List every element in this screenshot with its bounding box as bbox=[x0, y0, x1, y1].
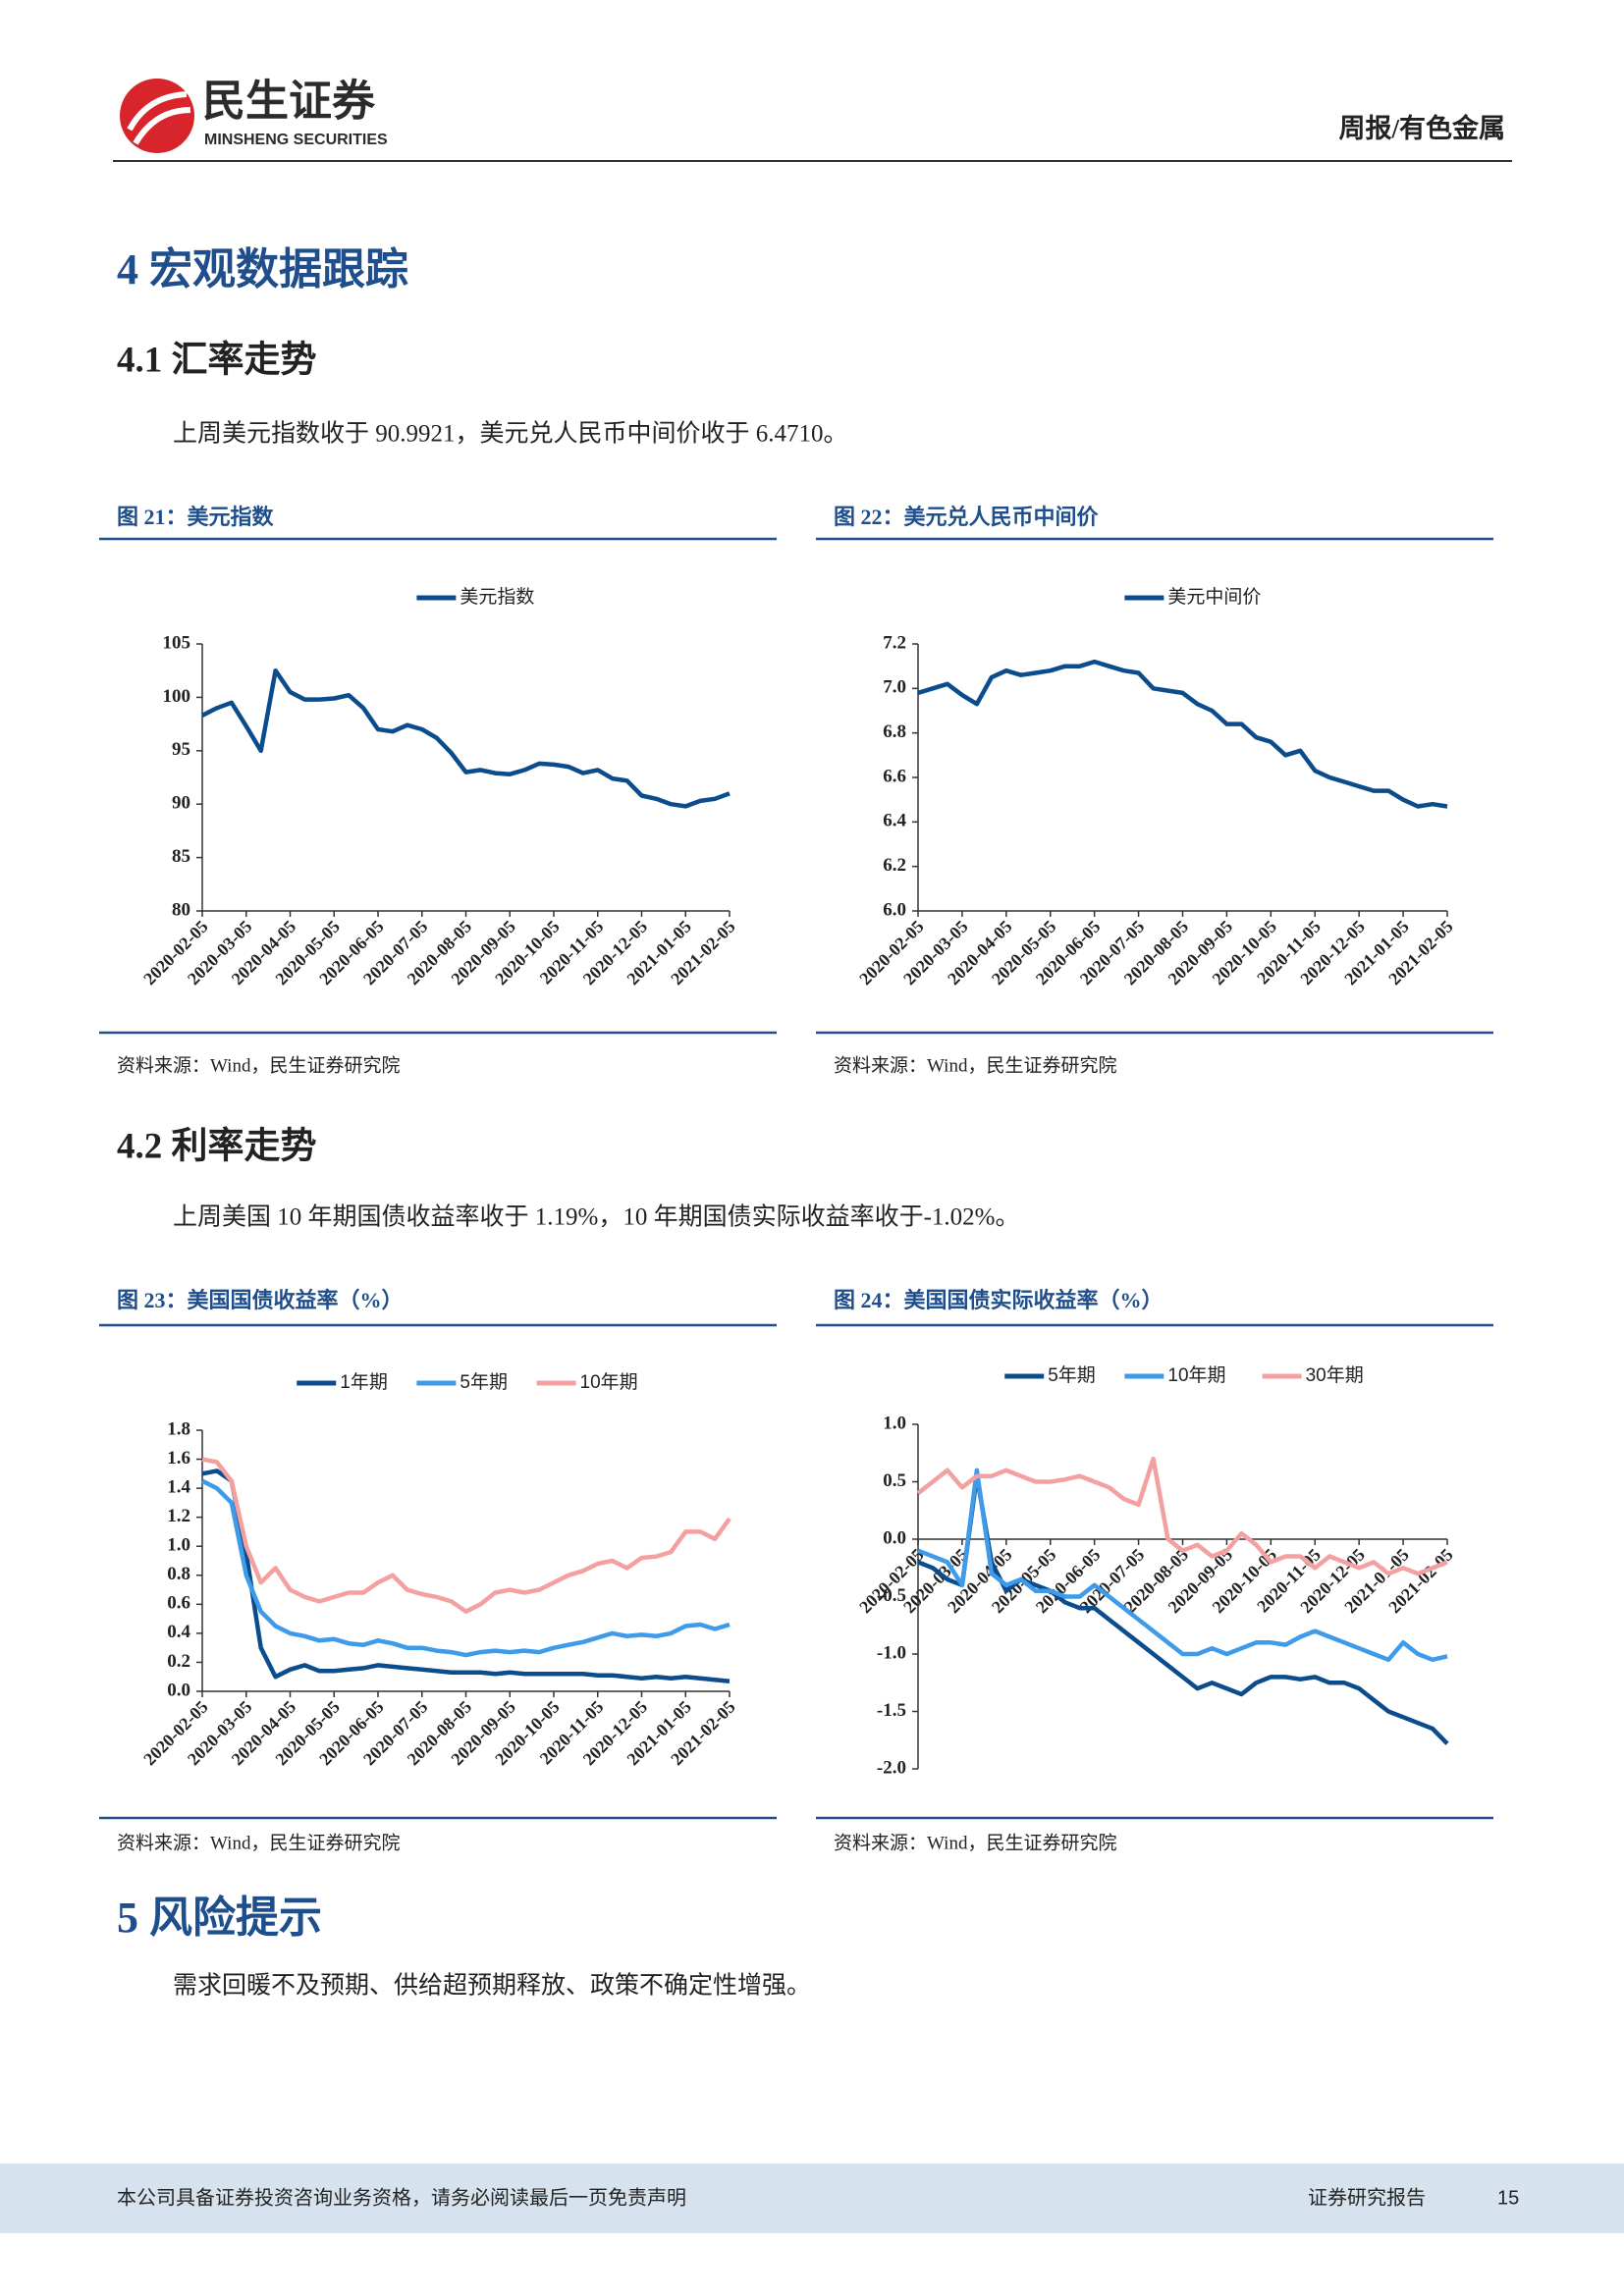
y-tick-label: 95 bbox=[172, 739, 190, 760]
y-tick-label: 1.8 bbox=[167, 1418, 190, 1439]
legend-label: 10年期 bbox=[1167, 1364, 1225, 1386]
legend-label: 5年期 bbox=[460, 1371, 508, 1393]
figure-source: 资料来源：Wind，民生证券研究院 bbox=[834, 1054, 1116, 1076]
y-tick-label: 7.0 bbox=[883, 677, 906, 698]
chart: 图 23：美国国债收益率（%） 资料来源：Wind，民生证券研究院 0.0 0.2 0.… bbox=[99, 1288, 777, 1853]
y-tick-label: 0.0 bbox=[167, 1680, 190, 1700]
paragraph: 上周美元指数收于 90.9921，美元兑人民币中间价收于 6.4710。 bbox=[173, 420, 848, 448]
paragraph: 上周美国 10 年期国债收益率收于 1.19%，10 年期国债实际收益率收于-1… bbox=[173, 1203, 1019, 1231]
logo-swoosh bbox=[133, 107, 191, 145]
logo-en: MINSHENG SECURITIES bbox=[204, 132, 388, 148]
figure-source: 资料来源：Wind，民生证券研究院 bbox=[117, 1832, 400, 1853]
footer-disclaimer: 本公司具备证券投资咨询业务资格，请务必阅读最后一页免责声明 bbox=[117, 2186, 686, 2209]
legend-label: 1年期 bbox=[340, 1371, 388, 1393]
y-tick-label: 1.2 bbox=[167, 1506, 190, 1526]
footer-band bbox=[0, 2163, 1624, 2233]
figure-title: 图 23：美国国债收益率（%） bbox=[117, 1288, 404, 1312]
y-tick-label: 0.6 bbox=[167, 1593, 190, 1614]
y-tick-label: 1.0 bbox=[883, 1413, 906, 1433]
logo-swoosh bbox=[127, 91, 188, 132]
legend-label: 5年期 bbox=[1048, 1364, 1096, 1386]
legend-label: 30年期 bbox=[1306, 1364, 1364, 1386]
paragraph: 需求回暖不及预期、供给超预期释放、政策不确定性增强。 bbox=[173, 1972, 811, 2000]
y-tick-label: 7.2 bbox=[883, 632, 906, 653]
y-tick-label: 6.2 bbox=[883, 855, 906, 876]
chart: 图 24：美国国债实际收益率（%） 资料来源：Wind，民生证券研究院 -2.0 -1… bbox=[816, 1288, 1493, 1853]
legend-label: 10年期 bbox=[580, 1371, 638, 1393]
y-tick-label: -1.5 bbox=[877, 1700, 906, 1721]
figure-source: 资料来源：Wind，民生证券研究院 bbox=[117, 1054, 400, 1076]
y-tick-label: 0.2 bbox=[167, 1651, 190, 1672]
y-tick-label: 80 bbox=[172, 899, 190, 920]
y-tick-label: -0.5 bbox=[877, 1585, 906, 1606]
series-line bbox=[916, 1456, 1448, 1576]
figure-source: 资料来源：Wind，民生证券研究院 bbox=[834, 1832, 1116, 1853]
y-tick-label: -1.0 bbox=[877, 1642, 906, 1663]
series-line bbox=[200, 1478, 731, 1658]
y-tick-label: 1.0 bbox=[167, 1535, 190, 1556]
series-line bbox=[917, 659, 1448, 809]
logo-mark bbox=[120, 79, 194, 153]
y-tick-label: 6.0 bbox=[883, 899, 906, 920]
legend-label: 美元中间价 bbox=[1167, 586, 1261, 608]
figure-title: 图 21：美元指数 bbox=[117, 505, 275, 529]
figure-title: 图 24：美国国债实际收益率（%） bbox=[834, 1288, 1164, 1312]
section-heading: 4 宏观数据跟踪 bbox=[117, 245, 408, 294]
logo-cn: 民生证券 bbox=[202, 78, 376, 126]
y-tick-label: 100 bbox=[163, 686, 191, 707]
y-tick-label: -2.0 bbox=[877, 1757, 906, 1778]
y-tick-label: 0.4 bbox=[167, 1622, 190, 1642]
y-tick-label: 6.4 bbox=[883, 811, 906, 831]
page-number: 15 bbox=[1497, 2187, 1519, 2209]
legend-label: 美元指数 bbox=[460, 586, 534, 608]
y-tick-label: 0.0 bbox=[883, 1527, 906, 1548]
y-tick-label: 105 bbox=[163, 632, 191, 653]
y-tick-label: 1.6 bbox=[167, 1448, 190, 1468]
series-line bbox=[917, 1473, 1449, 1745]
series-line bbox=[201, 1468, 731, 1683]
subsection-heading: 4.1 汇率走势 bbox=[117, 339, 317, 380]
y-tick-label: 6.6 bbox=[883, 766, 906, 786]
logo: 民生证券 MINSHENG SECURITIES bbox=[120, 78, 388, 153]
y-tick-label: 85 bbox=[172, 846, 190, 867]
series-line bbox=[917, 1468, 1448, 1663]
series-line bbox=[200, 667, 731, 809]
subsection-heading: 4.2 利率走势 bbox=[117, 1125, 317, 1166]
series-line bbox=[201, 1457, 731, 1614]
y-tick-label: 90 bbox=[172, 793, 190, 814]
section-heading: 5 风险提示 bbox=[117, 1894, 322, 1942]
footer-label: 证券研究报告 bbox=[1308, 2186, 1426, 2209]
y-tick-label: 0.8 bbox=[167, 1564, 190, 1584]
y-tick-label: 6.8 bbox=[883, 721, 906, 742]
report-type: 周报/有色金属 bbox=[1338, 113, 1505, 143]
y-tick-label: 1.4 bbox=[167, 1476, 190, 1497]
y-tick-label: 0.5 bbox=[883, 1470, 906, 1491]
figure-title: 图 22：美元兑人民币中间价 bbox=[834, 505, 1100, 529]
